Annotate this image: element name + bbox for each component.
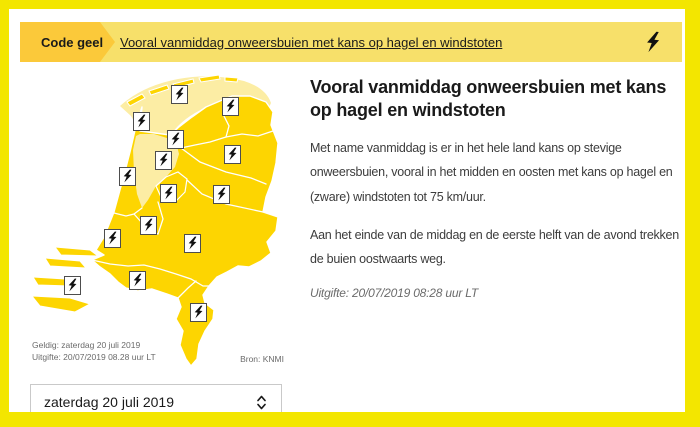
warning-icon-box (221, 96, 239, 116)
lightning-icon (188, 236, 196, 250)
map-issued-label: Uitgifte: 20/07/2019 08.28 uur LT (32, 352, 156, 363)
map-valid-label: Geldig: zaterdag 20 juli 2019 (32, 339, 141, 350)
lightning-icon (217, 187, 225, 201)
lightning-icon (175, 87, 183, 101)
warning-icon-box (118, 166, 136, 186)
page-title: Vooral vanmiddag onweersbuien met kans o… (310, 77, 667, 121)
code-geel-badge: Code geel (20, 22, 115, 62)
wadden-islands (126, 74, 239, 107)
warning-icon-box (159, 183, 177, 203)
province-borders (91, 98, 274, 299)
lightning-icon (194, 305, 202, 319)
warning-icon-box (166, 129, 184, 149)
updown-chevron-icon (257, 395, 266, 409)
lightning-icon (108, 231, 116, 245)
warning-icon-box (139, 215, 157, 235)
map-source-label: Bron: KNMI (240, 354, 284, 364)
lightning-icon (137, 114, 145, 128)
issued-timestamp: Uitgifte: 20/07/2019 08:28 uur LT (310, 285, 478, 300)
warning-icon-box (212, 184, 230, 204)
lightning-icon (171, 132, 179, 146)
warning-icon-box (103, 228, 121, 248)
warning-paragraph: Met name vanmiddag is er in het hele lan… (310, 140, 673, 204)
lightning-icon (123, 169, 131, 183)
lightning-icon (164, 186, 172, 200)
warning-banner: Code geel Vooral vanmiddag onweersbuien … (20, 22, 682, 62)
lightning-icon (647, 31, 660, 53)
warning-detail: Vooral vanmiddag onweersbuien met kans o… (310, 76, 684, 300)
lightning-icon (228, 147, 236, 161)
date-selector[interactable]: zaterdag 20 juli 2019 (30, 384, 282, 420)
warning-icon-box (128, 270, 146, 290)
warning-map: Geldig: zaterdag 20 juli 2019 Uitgifte: … (30, 74, 290, 374)
warning-icon-box (63, 275, 81, 295)
map-validity-text: Geldig: zaterdag 20 juli 2019 Uitgifte: … (32, 339, 156, 365)
lightning-icon (226, 99, 234, 113)
lightning-icon (133, 273, 141, 287)
code-geel-label: Code geel (41, 34, 104, 50)
warning-icon-box (189, 302, 207, 322)
warning-banner-link[interactable]: Vooral vanmiddag onweersbuien met kans o… (120, 34, 503, 50)
warning-icon-box (154, 150, 172, 170)
netherlands-map (30, 74, 279, 367)
warning-icon-box (132, 111, 150, 131)
date-selector-value: zaterdag 20 juli 2019 (44, 394, 174, 410)
lightning-icon (68, 278, 76, 292)
warning-paragraph: Aan het einde van de middag en de eerste… (310, 227, 679, 267)
warning-icon-box (170, 84, 188, 104)
lightning-icon (144, 218, 152, 232)
warning-icon-box (223, 144, 241, 164)
zeeland-islands (30, 246, 100, 313)
lightning-icon (159, 153, 167, 167)
warning-icon-box (183, 233, 201, 253)
